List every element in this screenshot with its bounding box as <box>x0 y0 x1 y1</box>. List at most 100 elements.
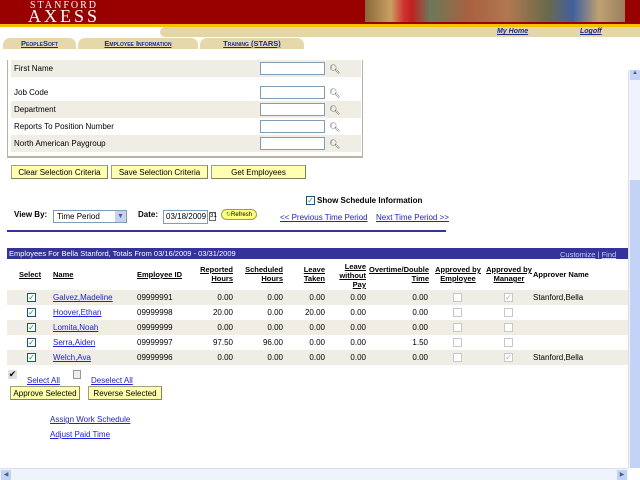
lookup-icon[interactable]: 🔍︎ <box>329 64 341 74</box>
logo-bottom: AXESS <box>28 6 101 26</box>
row-select-checkbox[interactable]: ✓ <box>27 293 36 302</box>
reverse-selected-button[interactable]: Reverse Selected <box>88 386 162 400</box>
approve-selected-button[interactable]: Approve Selected <box>10 386 80 400</box>
find-link[interactable]: Find <box>601 250 617 259</box>
col-select[interactable]: Select <box>19 270 42 279</box>
scheduled-hours: 96.00 <box>262 338 283 347</box>
col-name[interactable]: Name <box>53 270 74 279</box>
lookup-icon[interactable]: 🔍︎ <box>329 88 341 98</box>
department-input[interactable] <box>260 103 325 116</box>
row-select-checkbox[interactable]: ✓ <box>27 308 36 317</box>
employee-name-link[interactable]: Welch,Ava <box>53 353 91 362</box>
row-select-checkbox[interactable]: ✓ <box>27 338 36 347</box>
lookup-icon[interactable]: 🔍︎ <box>329 139 341 149</box>
row-select-checkbox[interactable]: ✓ <box>27 353 36 362</box>
my-home-link[interactable]: My Home <box>497 28 529 35</box>
scroll-right-icon[interactable]: ▶ <box>617 470 627 480</box>
logoff-link[interactable]: Logoff <box>580 28 602 35</box>
horizontal-scrollbar[interactable]: ◀ ▶ <box>0 468 628 480</box>
col-overtime[interactable]: Overtime/Double Time <box>368 265 429 283</box>
view-by-select[interactable]: Time Period ▼ <box>53 210 127 223</box>
gold-stripe <box>0 24 640 27</box>
tab-peoplesoft[interactable]: PeopleSoft <box>3 38 76 49</box>
employee-name-link[interactable]: Serra,Aiden <box>53 338 96 347</box>
date-label: Date: <box>138 210 159 219</box>
approved-by-employee-checkbox <box>453 338 462 347</box>
show-schedule-checkbox[interactable]: ✓ <box>306 196 315 205</box>
overtime: 0.00 <box>412 353 428 362</box>
table-row: ✓ Welch,Ava 09999996 0.00 0.00 0.00 0.00… <box>7 350 628 365</box>
overtime: 0.00 <box>412 308 428 317</box>
leave-without-pay: 0.00 <box>350 293 366 302</box>
deselect-all-link[interactable]: Deselect All <box>91 376 133 385</box>
leave-without-pay: 0.00 <box>350 353 366 362</box>
field-label: First Name <box>14 64 54 73</box>
lookup-icon[interactable]: 🔍︎ <box>329 122 341 132</box>
approved-by-manager-checkbox <box>504 323 513 332</box>
clear-criteria-button[interactable]: Clear Selection Criteria <box>11 165 108 179</box>
col-employee-id[interactable]: Employee ID <box>137 270 183 279</box>
logo-top: STANFORD <box>30 0 98 11</box>
col-approved-by-employee[interactable]: Approved by Employee <box>435 265 481 283</box>
campus-photo-banner <box>365 0 625 22</box>
get-employees-button[interactable]: Get Employees <box>211 165 306 179</box>
scheduled-hours: 0.00 <box>267 308 283 317</box>
reported-hours: 97.50 <box>212 338 233 347</box>
panel-bottom-border <box>7 156 363 158</box>
criteria-row-job-code: Job Code 🔍︎ <box>11 84 361 101</box>
date-input[interactable]: 03/18/2009 <box>163 210 208 224</box>
adjust-paid-time-link[interactable]: Adjust Paid Time <box>50 430 111 439</box>
assign-work-schedule-link[interactable]: Assign Work Schedule <box>50 415 131 424</box>
leave-without-pay: 0.00 <box>350 308 366 317</box>
refresh-icon: ↻ <box>225 212 231 218</box>
grid-header: Select Name Employee ID Reported Hours S… <box>7 262 628 290</box>
approved-by-employee-checkbox <box>453 293 462 302</box>
separator: | <box>597 250 600 259</box>
employee-name-link[interactable]: Galvez,Madeline <box>53 293 113 302</box>
overtime: 0.00 <box>412 323 428 332</box>
criteria-row-department: Department 🔍︎ <box>11 101 361 118</box>
leave-taken: 0.00 <box>309 338 325 347</box>
vertical-scrollbar[interactable]: ▲ <box>628 70 640 468</box>
approved-by-manager-checkbox: ✓ <box>504 293 513 302</box>
scheduled-hours: 0.00 <box>267 323 283 332</box>
col-leave-taken[interactable]: Leave Taken <box>303 265 325 283</box>
calendar-icon[interactable]: 31 <box>209 212 217 221</box>
customize-link[interactable]: Customize <box>560 250 596 259</box>
previous-time-period-link[interactable]: << Previous Time Period <box>280 213 368 222</box>
employee-id: 09999999 <box>137 323 173 332</box>
select-all-link[interactable]: Select All <box>27 376 60 385</box>
divider <box>7 230 446 232</box>
deselect-all-icon[interactable] <box>73 370 81 379</box>
employee-name-link[interactable]: Hoover,Ethan <box>53 308 102 317</box>
select-all-check-icon[interactable]: ✔ <box>8 369 17 379</box>
tab-employee-information[interactable]: Employee Information <box>78 38 198 49</box>
grid-title-bar: Employees For Bella Stanford, Totals Fro… <box>7 248 629 259</box>
employee-name-link[interactable]: Lomita,Noah <box>53 323 99 332</box>
scroll-thumb[interactable] <box>630 180 640 468</box>
job-code-input[interactable] <box>260 86 325 99</box>
save-criteria-button[interactable]: Save Selection Criteria <box>111 165 208 179</box>
chevron-down-icon[interactable]: ▼ <box>115 211 126 222</box>
first-name-input[interactable] <box>260 62 325 75</box>
selection-criteria-panel: First Name 🔍︎ Job Code 🔍︎ Department 🔍︎ Rep… <box>7 60 363 157</box>
lookup-icon[interactable]: 🔍︎ <box>329 105 341 115</box>
show-schedule-label: Show Schedule Information <box>317 196 423 205</box>
col-reported-hours[interactable]: Reported Hours <box>200 265 233 283</box>
col-approved-by-manager[interactable]: Approved by Manager <box>486 265 532 283</box>
scroll-up-icon[interactable]: ▲ <box>630 70 640 80</box>
col-scheduled-hours[interactable]: Scheduled Hours <box>245 265 283 283</box>
refresh-button[interactable]: ↻Refresh <box>221 209 257 220</box>
table-row: ✓ Serra,Aiden 09999997 97.50 96.00 0.00 … <box>7 335 628 350</box>
next-time-period-link[interactable]: Next Time Period >> <box>376 213 449 222</box>
row-select-checkbox[interactable]: ✓ <box>27 323 36 332</box>
overtime: 1.50 <box>412 338 428 347</box>
col-leave-without-pay[interactable]: Leave without Pay <box>339 262 366 289</box>
view-by-label: View By: <box>14 210 48 219</box>
approver-name: Stanford,Bella <box>533 293 584 302</box>
tab-training[interactable]: Training (STARS) <box>200 38 304 49</box>
reports-to-input[interactable] <box>260 120 325 133</box>
criteria-row-paygroup: North American Paygroup 🔍︎ <box>11 135 361 152</box>
paygroup-input[interactable] <box>260 137 325 150</box>
scroll-left-icon[interactable]: ◀ <box>1 470 11 480</box>
